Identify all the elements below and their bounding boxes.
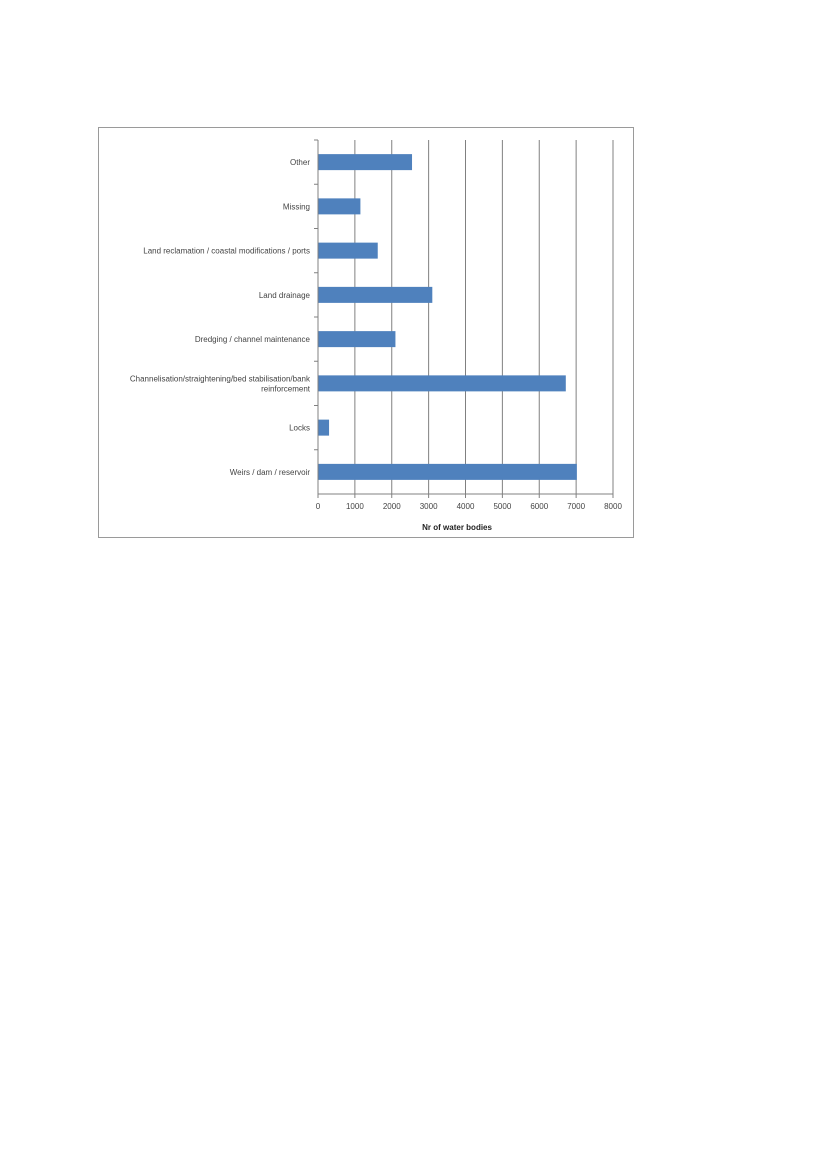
bar <box>318 286 433 303</box>
gridlines <box>354 140 614 494</box>
x-tick-label: 5000 <box>493 502 511 511</box>
x-tick-labels: 0 1000 2000 3000 4000 5000 6000 7000 8000 <box>316 502 623 511</box>
bar-chart: Other Missing Land reclamation / coastal m… <box>130 139 623 532</box>
category-label: Channelisation/straightening/bed stabili… <box>130 374 311 393</box>
chart-container: Other Missing Land reclamation / coastal m… <box>98 127 634 538</box>
category-label: Dredging / channel maintenance <box>195 335 311 344</box>
bar <box>318 242 378 259</box>
axes <box>314 139 614 498</box>
x-tick-label: 8000 <box>604 502 622 511</box>
category-label: Weirs / dam / reservoir <box>230 468 311 477</box>
bar <box>318 463 577 480</box>
category-label: Missing <box>283 202 310 211</box>
bars <box>318 154 577 480</box>
x-tick-label: 6000 <box>530 502 548 511</box>
bar <box>318 331 396 348</box>
category-label: Land drainage <box>259 291 311 300</box>
category-label: Other <box>290 158 310 167</box>
x-axis-title: Nr of water bodies <box>422 523 492 532</box>
bar <box>318 154 413 171</box>
bar <box>318 375 566 392</box>
category-label: Land reclamation / coastal modifications… <box>143 247 310 256</box>
category-label: Locks <box>289 424 310 433</box>
x-tick-label: 3000 <box>420 502 438 511</box>
bar <box>318 198 361 215</box>
bar <box>318 419 330 436</box>
x-tick-label: 0 <box>316 502 321 511</box>
x-tick-label: 2000 <box>383 502 401 511</box>
x-tick-label: 4000 <box>457 502 475 511</box>
category-labels: Other Missing Land reclamation / coastal m… <box>130 158 311 477</box>
x-tick-label: 7000 <box>567 502 585 511</box>
x-tick-label: 1000 <box>346 502 364 511</box>
